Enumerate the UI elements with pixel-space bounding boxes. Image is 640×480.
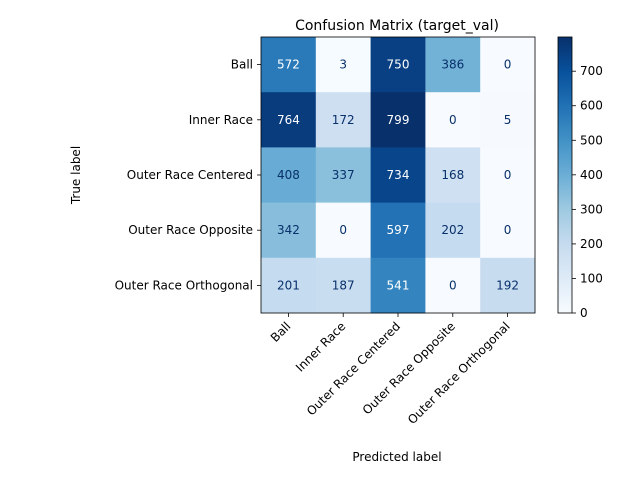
x-axis-label: Predicted label bbox=[352, 450, 441, 464]
cell-value-label: 0 bbox=[449, 113, 457, 127]
heatmap-cell bbox=[315, 147, 372, 204]
y-tick-label: Inner Race bbox=[189, 113, 253, 127]
heatmap-cell bbox=[370, 147, 426, 204]
cell-value-label: 572 bbox=[277, 58, 300, 72]
heatmap-cell bbox=[425, 37, 481, 93]
y-tick-label: Ball bbox=[231, 58, 253, 72]
heatmap-cell bbox=[315, 92, 372, 148]
heatmap-cell bbox=[370, 257, 426, 314]
heatmap-cell bbox=[261, 92, 317, 148]
x-tick-label: Ball bbox=[268, 319, 294, 345]
heatmap-cell bbox=[370, 202, 426, 259]
heatmap-cell bbox=[261, 257, 317, 314]
cell-value-label: 202 bbox=[441, 223, 464, 237]
cell-value-label: 5 bbox=[504, 113, 512, 127]
cell-value-label: 168 bbox=[441, 168, 464, 182]
cell-value-label: 0 bbox=[504, 223, 512, 237]
cell-value-label: 408 bbox=[277, 168, 300, 182]
colorbar-axis: 0 100 200 300 400 500 600 700 bbox=[572, 64, 603, 320]
cell-value-label: 342 bbox=[277, 223, 300, 237]
cell-value-label: 0 bbox=[449, 278, 457, 292]
heatmap-cells: 572 3 750 386 0 764 172 799 0 5 408 337 734 168 0 342 0 5… bbox=[261, 37, 536, 314]
cell-value-label: 187 bbox=[332, 278, 355, 292]
heatmap-cell bbox=[315, 37, 372, 93]
cell-value-label: 337 bbox=[332, 168, 355, 182]
heatmap-cell bbox=[315, 202, 372, 259]
heatmap-cell bbox=[425, 147, 481, 204]
chart-title: Confusion Matrix (target_val) bbox=[295, 18, 499, 34]
heatmap-cell bbox=[425, 92, 481, 148]
heatmap-cell bbox=[315, 257, 372, 314]
cell-value-label: 201 bbox=[277, 278, 300, 292]
colorbar-tick-label: 700 bbox=[580, 64, 603, 78]
cell-value-label: 192 bbox=[496, 278, 519, 292]
cell-value-label: 0 bbox=[504, 168, 512, 182]
cell-value-label: 541 bbox=[387, 278, 410, 292]
y-tick-label: Outer Race Opposite bbox=[128, 223, 253, 237]
y-axis: Ball Inner Race Outer Race Centered Outer R… bbox=[115, 58, 261, 292]
x-tick-label: Outer Race Centered bbox=[304, 319, 403, 418]
cell-value-label: 799 bbox=[387, 113, 410, 127]
cell-value-label: 0 bbox=[339, 223, 347, 237]
heatmap-cell bbox=[370, 37, 426, 93]
heatmap-cell bbox=[480, 202, 536, 259]
cell-value-label: 734 bbox=[387, 168, 410, 182]
heatmap-cell bbox=[480, 37, 536, 93]
cell-value-label: 386 bbox=[441, 58, 464, 72]
y-tick-label: Outer Race Orthogonal bbox=[115, 278, 253, 292]
cell-value-label: 0 bbox=[504, 58, 512, 72]
colorbar-tick-label: 100 bbox=[580, 271, 603, 285]
colorbar-tick-label: 600 bbox=[580, 99, 603, 113]
heatmap-cell bbox=[480, 92, 536, 148]
heatmap-cell bbox=[261, 147, 317, 204]
cell-value-label: 764 bbox=[277, 113, 300, 127]
heatmap-cell bbox=[261, 37, 317, 93]
x-tick-label: Outer Race Opposite bbox=[360, 319, 458, 417]
cell-value-label: 172 bbox=[332, 113, 355, 127]
heatmap-cell bbox=[480, 257, 536, 314]
colorbar-tick-label: 200 bbox=[580, 237, 603, 251]
cell-value-label: 597 bbox=[387, 223, 410, 237]
colorbar-tick-label: 300 bbox=[580, 202, 603, 216]
colorbar-tick-label: 0 bbox=[580, 306, 588, 320]
colorbar bbox=[557, 36, 573, 314]
cell-value-label: 3 bbox=[339, 58, 347, 72]
heatmap-cell bbox=[370, 92, 426, 148]
y-axis-label: True label bbox=[69, 146, 83, 205]
heatmap-cell bbox=[425, 202, 481, 259]
heatmap-cell bbox=[261, 202, 317, 259]
heatmap-cell bbox=[425, 257, 481, 314]
x-tick-label: Inner Race bbox=[293, 319, 348, 374]
x-tick-label: Outer Race Orthogonal bbox=[405, 319, 513, 427]
heatmap-cell bbox=[480, 147, 536, 204]
colorbar-tick-label: 400 bbox=[580, 168, 603, 182]
colorbar-tick-label: 500 bbox=[580, 133, 603, 147]
y-tick-label: Outer Race Centered bbox=[127, 168, 253, 182]
cell-value-label: 750 bbox=[387, 58, 410, 72]
